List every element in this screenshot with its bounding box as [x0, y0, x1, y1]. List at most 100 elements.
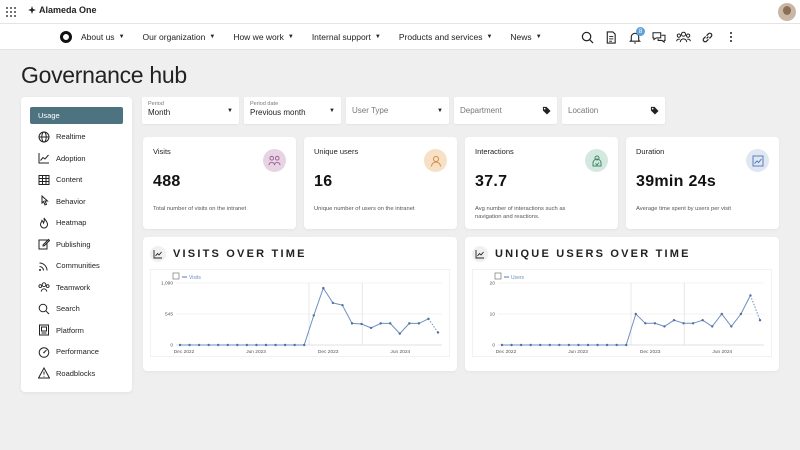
- card-label: Interactions: [475, 147, 514, 156]
- sidebar-item-performance[interactable]: Performance: [21, 341, 132, 363]
- data-point: [605, 343, 609, 347]
- chevron-down-icon: ▼: [287, 34, 294, 40]
- data-point: [283, 343, 287, 347]
- data-point: [178, 343, 182, 347]
- trend-icon: [38, 152, 50, 164]
- data-point: [207, 343, 210, 347]
- data-point: [255, 343, 258, 347]
- chevron-down-icon: ▼: [227, 108, 233, 114]
- nav-item-about-us[interactable]: About us ▼: [81, 32, 125, 42]
- sidebar-item-realtime[interactable]: Realtime: [21, 126, 132, 148]
- data-point: [197, 343, 201, 347]
- data-point: [389, 322, 392, 325]
- legend-checkbox: [172, 272, 180, 280]
- data-point: [558, 343, 561, 347]
- data-point: [341, 303, 344, 307]
- groups-icon[interactable]: [674, 28, 692, 46]
- search-icon[interactable]: [578, 28, 596, 46]
- sidebar-item-adoption[interactable]: Adoption: [21, 148, 132, 170]
- location-filter[interactable]: Location: [562, 97, 665, 124]
- chat-icon[interactable]: [650, 28, 668, 46]
- cursor-icon: [38, 195, 50, 207]
- data-point: [360, 322, 363, 326]
- nav-item-products-services[interactable]: Products and services ▼: [398, 32, 493, 42]
- x-tick-label: Dec 2023: [318, 349, 339, 355]
- data-point: [663, 325, 666, 328]
- chevron-down-icon: ▼: [329, 108, 335, 114]
- sidebar-item-usage[interactable]: Usage: [30, 107, 123, 124]
- sidebar-item-publishing[interactable]: Publishing: [21, 234, 132, 256]
- nav-item-news[interactable]: News ▼: [510, 32, 542, 42]
- platform-icon: [38, 324, 50, 336]
- brand[interactable]: Alameda One: [28, 5, 97, 15]
- chevron-down-icon: ▼: [209, 34, 216, 40]
- card-description: Average time spent by users per visit: [636, 206, 731, 212]
- data-point: [577, 343, 580, 347]
- data-point: [417, 322, 421, 325]
- sidebar-item-communities[interactable]: Communities: [21, 255, 132, 277]
- filter-bar: Period Month ▼ Period date Previous mont…: [142, 97, 665, 124]
- nav-item-our-organization[interactable]: Our organization ▼: [142, 32, 216, 42]
- unique-users-line-chart: Users 0 10 20 Dec 2022 Jun 2023 Dec 2023 Jun 20…: [472, 269, 772, 357]
- sidebar-item-content[interactable]: Content: [21, 169, 132, 191]
- people-icon: [263, 149, 286, 172]
- nav-item-how-we-work[interactable]: How we work ▼: [233, 32, 294, 42]
- period-date-select[interactable]: Period date Previous month ▼: [244, 97, 341, 124]
- sidebar: Usage Realtime Adoption Content Behavior…: [21, 97, 132, 392]
- data-point: [739, 312, 743, 316]
- link-icon[interactable]: [698, 28, 716, 46]
- user-type-select[interactable]: User Type ▼: [346, 97, 449, 124]
- user-avatar[interactable]: [778, 3, 796, 21]
- data-point: [653, 322, 657, 325]
- data-point: [293, 343, 296, 347]
- data-point: [682, 322, 685, 325]
- card-label: Duration: [636, 147, 665, 156]
- sidebar-item-roadblocks[interactable]: Roadblocks: [21, 363, 132, 385]
- legend-label: Users: [511, 275, 525, 281]
- warning-icon: [38, 367, 50, 379]
- data-point: [701, 319, 704, 322]
- y-tick-label: 0: [170, 343, 173, 349]
- data-point: [749, 294, 752, 297]
- data-point: [369, 326, 373, 330]
- panel-title: VISITS OVER TIME: [173, 248, 307, 260]
- data-point: [322, 286, 325, 290]
- period-select[interactable]: Period Month ▼: [142, 97, 239, 124]
- data-point: [245, 343, 249, 347]
- sidebar-item-platform[interactable]: Platform: [21, 320, 132, 342]
- tag-icon: [542, 106, 551, 115]
- bell-icon[interactable]: 8: [626, 27, 645, 46]
- data-point: [711, 325, 714, 328]
- sidebar-item-teamwork[interactable]: Teamwork: [21, 277, 132, 299]
- edit-icon: [38, 238, 50, 250]
- sidebar-item-behavior[interactable]: Behavior: [21, 191, 132, 213]
- team-icon: [38, 281, 50, 293]
- stat-cards: Visits 488 Total number of visits on the…: [143, 137, 779, 229]
- document-icon[interactable]: [602, 28, 620, 46]
- data-point: [510, 343, 513, 347]
- data-point: [758, 319, 762, 322]
- visits-card: Visits 488 Total number of visits on the…: [143, 137, 296, 229]
- app-launcher-icon[interactable]: [6, 7, 16, 17]
- data-point: [408, 322, 411, 325]
- data-point: [596, 343, 599, 347]
- home-logo-icon[interactable]: [60, 31, 72, 43]
- y-tick-label: 10: [490, 312, 496, 318]
- sidebar-item-heatmap[interactable]: Heatmap: [21, 212, 132, 234]
- data-point: [398, 332, 401, 335]
- data-point: [350, 322, 354, 325]
- sidebar-item-search[interactable]: Search: [21, 298, 132, 320]
- data-point: [625, 343, 628, 347]
- flame-icon: [38, 217, 50, 229]
- page-title: Governance hub: [21, 62, 187, 88]
- brand-name: Alameda One: [39, 5, 97, 15]
- card-description: Total number of visits on the intranet: [153, 206, 247, 212]
- chevron-down-icon: ▼: [374, 34, 381, 40]
- more-vertical-icon[interactable]: [722, 28, 740, 46]
- nav-item-internal-support[interactable]: Internal support ▼: [311, 32, 381, 42]
- data-point: [427, 317, 430, 321]
- department-filter[interactable]: Department: [454, 97, 557, 124]
- x-tick-label: Jun 2023: [246, 349, 266, 355]
- y-tick-label: 0: [492, 343, 495, 349]
- chevron-down-icon: ▼: [118, 34, 125, 40]
